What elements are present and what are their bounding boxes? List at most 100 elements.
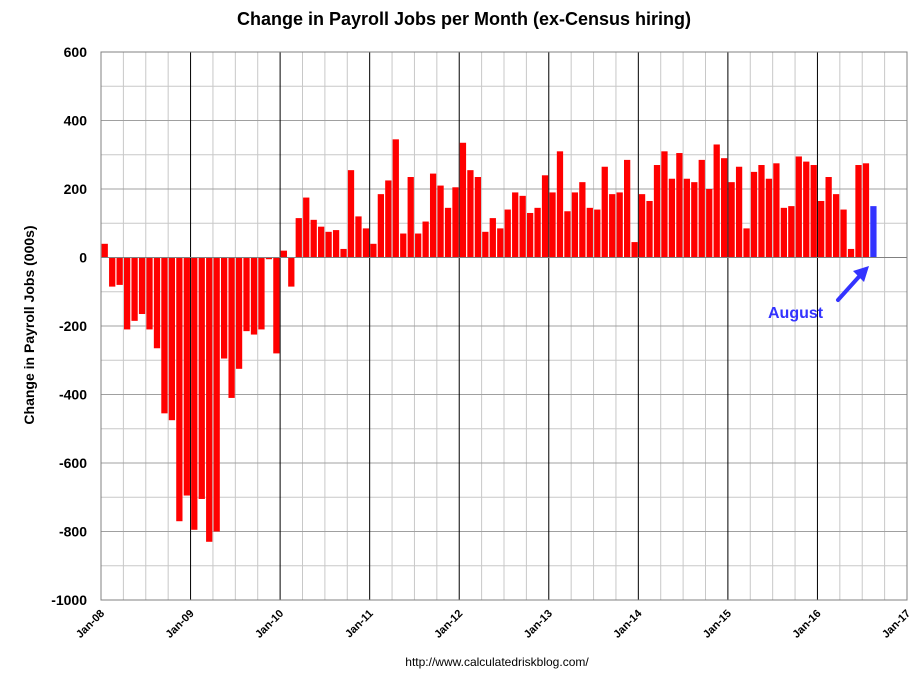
bar [437,185,444,258]
bar [713,144,720,258]
y-tick-label: 200 [64,181,88,197]
y-tick-label: -800 [59,524,87,540]
bar [750,171,758,258]
y-tick-label: 400 [64,113,88,129]
major-gridlines [101,52,907,600]
bar [467,170,474,258]
bar [407,177,414,258]
x-tick-label: Jan-10 [253,608,286,641]
x-tick-label: Jan-12 [432,608,465,641]
bar-series [101,139,877,542]
bar [400,233,407,258]
bar [221,257,228,359]
bar [721,158,728,258]
y-tick-labels: 600 400 200 0 -200 -400 -600 -800 -1000 [51,44,87,608]
bar [661,151,668,258]
bar [250,257,258,335]
bar [228,257,235,398]
bar [385,180,392,258]
bar [325,231,332,258]
x-tick-label: Jan-11 [343,608,376,641]
bar [191,257,198,530]
plot-border [100,51,908,601]
bar [482,231,489,258]
bar [303,197,310,258]
bar [489,218,496,258]
source-url: http://www.calculatedriskblog.com/ [405,655,589,669]
bar [609,194,616,258]
bar [616,192,623,258]
bar [579,182,586,258]
bar [131,257,138,321]
bar [415,233,422,258]
bar [116,257,123,285]
bar [788,206,795,258]
y-tick-label: 600 [64,44,88,60]
bar [683,178,690,258]
bar [825,177,832,258]
annotation-arrow-head [853,266,869,282]
bar [586,207,593,258]
bar [318,226,325,258]
bar [474,177,482,258]
y-tick-label: -1000 [51,592,87,608]
bar [280,250,287,258]
bar [735,166,743,258]
bar [810,165,817,258]
bar [206,257,213,542]
x-tick-label: Jan-15 [701,608,734,641]
x-tick-label: Jan-17 [880,608,913,641]
bar [123,257,131,330]
bar [422,221,429,258]
x-tick-label: Jan-14 [611,607,645,641]
bar [541,175,549,258]
bar [638,194,646,258]
bar [832,194,840,258]
bar [176,257,183,522]
bar [392,139,399,258]
x-tick-labels: Jan-08 Jan-09 Jan-10 Jan-11 Jan-12 Jan-13 Jan-… [74,607,913,641]
bar [183,257,190,496]
bar [258,257,265,330]
y-tick-label: -200 [59,318,87,334]
bar [631,242,638,258]
bar [109,257,116,287]
bar [795,156,802,258]
bar [870,206,877,258]
bar [362,228,370,258]
bar [452,187,459,258]
plot-area [100,51,908,601]
bar [743,228,750,258]
x-tick-label: Jan-13 [522,608,555,641]
bar [594,209,601,258]
bar [668,178,676,258]
bar [340,248,347,258]
bar [780,207,787,258]
bar [526,212,534,258]
bar [377,194,384,258]
bar [444,207,452,258]
bar [862,163,870,258]
bar [310,219,317,258]
annotation-label: August [768,305,824,322]
bar [213,257,220,532]
bar [728,182,735,258]
bar [504,209,511,258]
y-tick-label: -600 [59,455,87,471]
bar [459,142,467,258]
bar [138,257,146,315]
x-tick-label: Jan-16 [790,608,823,641]
bar [161,257,168,414]
bar [512,192,519,258]
bar [146,257,153,330]
bar [601,166,608,258]
bar [758,165,765,258]
y-axis-label: Change in Payroll Jobs (000s) [21,225,37,424]
bar [198,257,205,499]
bar [855,165,862,258]
bar [564,211,571,258]
bar [243,257,250,332]
bar [698,159,705,258]
bar [295,218,302,258]
